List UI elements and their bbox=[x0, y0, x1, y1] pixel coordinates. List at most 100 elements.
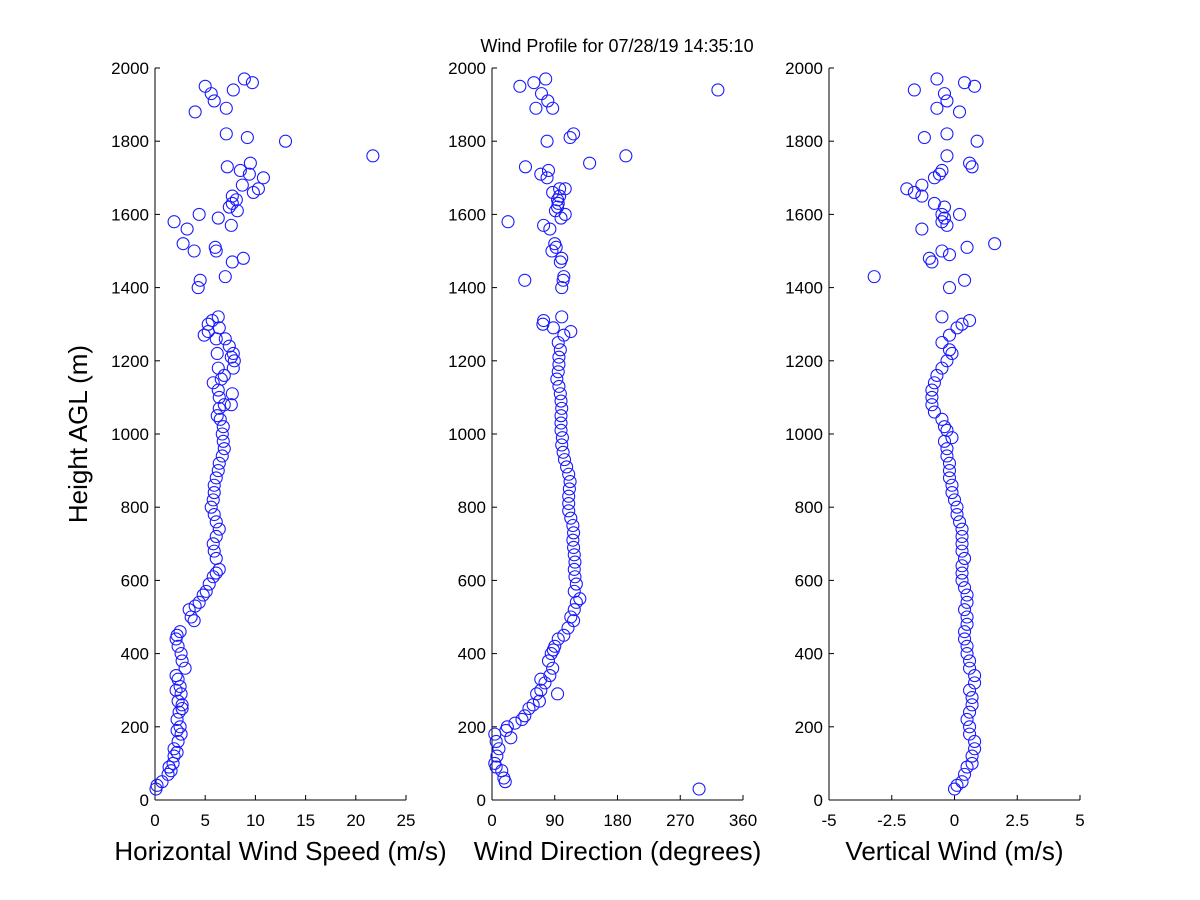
data-point bbox=[556, 445, 570, 459]
data-point bbox=[527, 76, 541, 90]
data-point bbox=[947, 782, 962, 796]
data-point bbox=[957, 273, 972, 287]
data-point bbox=[937, 434, 952, 448]
data-point bbox=[930, 101, 944, 115]
data-point bbox=[960, 647, 974, 661]
data-point bbox=[942, 328, 957, 342]
data-point bbox=[552, 379, 566, 393]
y-tick-label: 800 bbox=[458, 498, 486, 517]
data-point bbox=[567, 562, 581, 576]
data-point bbox=[546, 101, 560, 115]
data-point bbox=[942, 343, 957, 357]
data-point bbox=[225, 255, 239, 269]
data-point bbox=[968, 742, 982, 756]
data-point bbox=[937, 87, 952, 101]
data-point bbox=[534, 87, 549, 101]
data-point bbox=[224, 218, 238, 232]
data-point bbox=[955, 529, 969, 544]
data-point bbox=[940, 149, 954, 163]
data-point bbox=[569, 595, 583, 609]
data-point bbox=[171, 694, 185, 708]
data-point bbox=[567, 584, 581, 598]
data-point bbox=[955, 559, 969, 573]
data-point bbox=[206, 493, 220, 507]
data-point bbox=[955, 522, 969, 536]
data-point bbox=[935, 412, 949, 426]
data-point bbox=[935, 361, 949, 375]
data-point bbox=[236, 251, 250, 265]
data-point bbox=[171, 734, 185, 748]
data-point bbox=[174, 647, 188, 661]
data-point bbox=[539, 72, 553, 86]
data-point bbox=[278, 134, 293, 148]
data-point bbox=[175, 701, 189, 716]
y-tick-label: 1600 bbox=[448, 205, 486, 224]
y-tick-label: 600 bbox=[458, 571, 486, 590]
data-point bbox=[172, 705, 186, 719]
data-point bbox=[963, 683, 977, 697]
data-point bbox=[907, 185, 921, 199]
data-point bbox=[212, 321, 226, 335]
y-tick-label: 1800 bbox=[448, 132, 486, 151]
data-point bbox=[940, 94, 954, 108]
data-point bbox=[557, 328, 571, 342]
data-point bbox=[546, 185, 560, 199]
data-point bbox=[225, 387, 239, 401]
data-point bbox=[192, 595, 206, 609]
data-point bbox=[900, 182, 914, 196]
data-point bbox=[960, 610, 974, 624]
data-point bbox=[545, 244, 559, 258]
data-point bbox=[968, 79, 982, 93]
data-point bbox=[208, 240, 222, 254]
x-tick-label: 2.5 bbox=[1005, 811, 1029, 830]
data-point bbox=[534, 167, 548, 181]
data-point bbox=[162, 760, 176, 774]
data-point bbox=[187, 614, 201, 628]
data-point bbox=[932, 167, 946, 181]
data-point bbox=[235, 178, 249, 192]
data-point bbox=[955, 566, 969, 580]
data-point bbox=[927, 376, 941, 390]
data-point bbox=[553, 387, 567, 401]
y-tick-label: 200 bbox=[795, 718, 823, 737]
data-point bbox=[915, 178, 929, 192]
panel-3: 0 200 400 600 800 1000 1200 1400 1600 1800 2000 -5 -… bbox=[785, 59, 1085, 866]
data-point bbox=[206, 537, 220, 551]
data-point bbox=[170, 628, 184, 642]
data-point bbox=[968, 676, 982, 690]
data-point bbox=[219, 101, 233, 115]
data-point bbox=[170, 712, 184, 727]
data-point bbox=[164, 764, 178, 778]
data-point bbox=[518, 709, 532, 723]
y-tick-label: 1800 bbox=[111, 132, 149, 151]
data-point bbox=[554, 409, 568, 423]
data-point bbox=[196, 588, 210, 602]
data-point bbox=[161, 767, 175, 781]
data-point bbox=[950, 500, 964, 514]
data-point bbox=[965, 160, 979, 174]
data-point bbox=[555, 431, 569, 445]
data-point bbox=[554, 394, 568, 408]
figure-title: Wind Profile for 07/28/19 14:35:10 bbox=[480, 36, 753, 56]
data-point bbox=[193, 273, 207, 287]
data-point bbox=[500, 720, 514, 734]
data-point bbox=[567, 603, 581, 617]
panel-2: 0 200 400 600 800 1000 1200 1400 1600 1800 2000 0 90… bbox=[448, 59, 761, 866]
data-point bbox=[568, 555, 582, 569]
data-point bbox=[935, 163, 949, 178]
y-tick-label: 2000 bbox=[448, 59, 486, 78]
x-tick-label: 5 bbox=[1075, 811, 1084, 830]
data-point bbox=[211, 211, 225, 225]
data-point bbox=[188, 599, 202, 613]
data-point bbox=[960, 712, 974, 727]
data-point bbox=[522, 701, 536, 716]
data-point bbox=[534, 683, 548, 697]
y-tick-label: 1400 bbox=[785, 279, 823, 298]
data-point bbox=[214, 372, 228, 386]
x-tick-label: 0 bbox=[150, 811, 159, 830]
x-tick-label: 90 bbox=[545, 811, 564, 830]
data-point bbox=[216, 420, 230, 434]
data-point bbox=[942, 456, 957, 470]
data-point bbox=[180, 222, 194, 236]
